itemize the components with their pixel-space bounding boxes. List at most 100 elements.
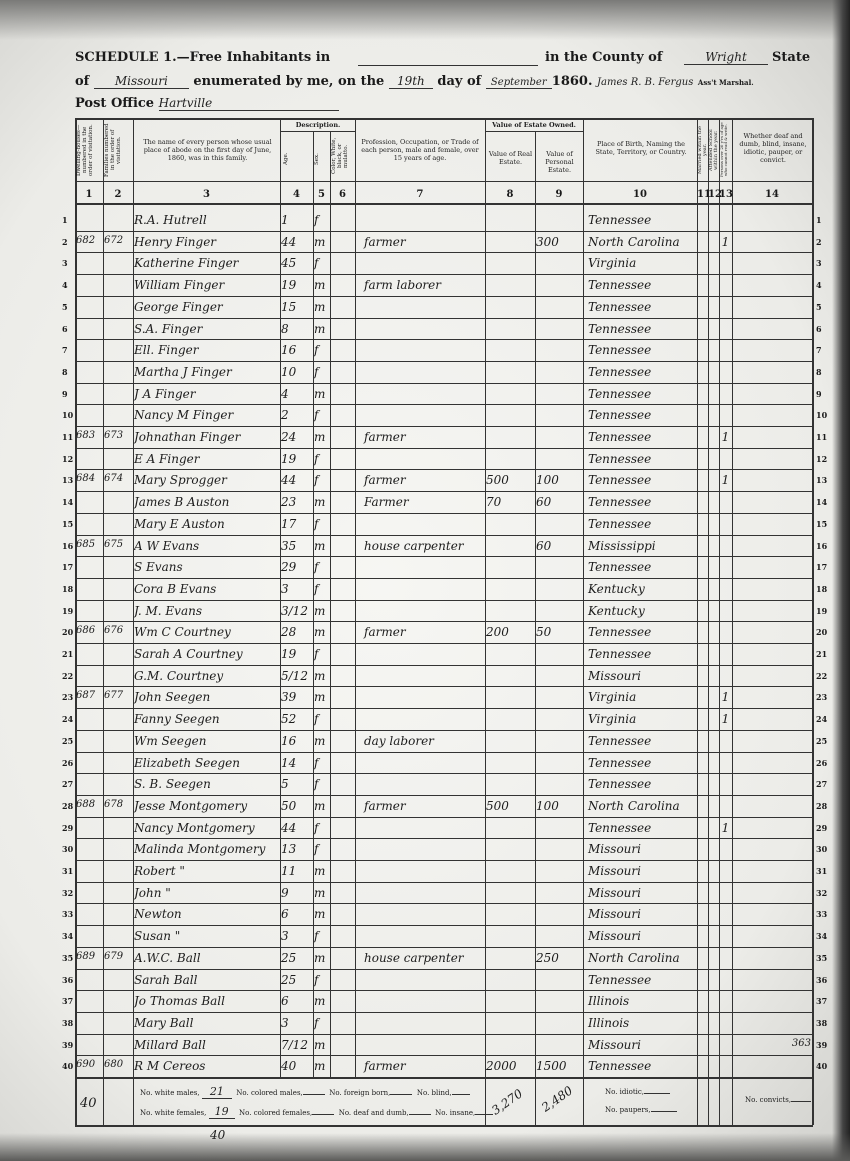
birthplace: Tennessee [588, 386, 652, 401]
person-name: Nancy M Finger [134, 408, 234, 423]
age: 28 [281, 625, 297, 640]
occupation: farmer [364, 625, 406, 640]
col-header-birthplace: Place of Birth, Naming the State, Territ… [595, 140, 687, 156]
age: 6 [281, 907, 289, 922]
birthplace: Tennessee [588, 560, 652, 575]
birthplace: Missouri [588, 668, 641, 683]
age: 52 [281, 712, 297, 727]
column-number: 8 [506, 189, 514, 200]
sex: f [314, 473, 319, 488]
family-number: 676 [104, 625, 124, 637]
age: 7/12 [281, 1037, 308, 1052]
sex: m [314, 668, 326, 683]
sex: f [314, 408, 319, 423]
place-blank-wrap [358, 50, 538, 70]
age: 35 [281, 538, 297, 553]
person-name: A W Evans [134, 538, 200, 553]
line-number-left: 18 [62, 583, 74, 594]
post-office-line: Post Office Hartville [75, 96, 339, 111]
line-number-left: 17 [62, 562, 74, 573]
sex: m [314, 299, 326, 314]
white-females-label: No. white females, [140, 1109, 207, 1117]
foreign-born-label: No. foreign born, [329, 1089, 391, 1097]
deaf-dumb-label: No. deaf and dumb, [338, 1109, 409, 1117]
family-number: 674 [104, 473, 124, 485]
blank [390, 1094, 413, 1095]
line-number-left: 37 [62, 996, 74, 1007]
col-header-real-estate: Value of Real Estate. [488, 150, 533, 166]
row-rule [75, 599, 813, 601]
col-header-description: Description. [295, 121, 341, 129]
age: 15 [281, 299, 297, 314]
line-number-right: 32 [816, 887, 828, 898]
row-rule [75, 794, 813, 796]
occupation: farmer [364, 473, 406, 488]
age: 3 [281, 929, 289, 944]
line-number-right: 38 [816, 1017, 828, 1028]
line-number-right: 10 [816, 410, 828, 421]
col-header-family: Families numbered in the order of visita… [104, 123, 122, 177]
birthplace: Virginia [588, 712, 637, 727]
occupation: Farmer [364, 495, 409, 510]
person-name: Jo Thomas Ball [134, 994, 225, 1009]
row-rule [75, 990, 813, 992]
blank [475, 1114, 494, 1115]
line-number-right: 13 [816, 475, 828, 486]
line-number-left: 40 [62, 1061, 74, 1072]
row-rule [75, 860, 813, 861]
person-name: Nancy Montgomery [134, 820, 255, 835]
col-header-age: Age. [283, 152, 289, 166]
day-value: 19th [388, 74, 433, 89]
person-name: S.A. Finger [134, 321, 203, 336]
paupers-field: No. paupers, [605, 1106, 677, 1114]
month-value: September [485, 77, 552, 89]
dwelling-number: 687 [76, 690, 96, 702]
line-number-right: 36 [816, 974, 828, 985]
person-name: Sarah A Courtney [134, 647, 243, 661]
person-name: J. M. Evans [134, 603, 203, 618]
birthplace: Tennessee [588, 755, 652, 770]
row-rule [75, 404, 813, 406]
row-rule [75, 968, 813, 970]
paupers-label: No. paupers, [605, 1106, 651, 1114]
line-number-left: 7 [62, 345, 68, 356]
idiotic-field: No. idiotic, [605, 1088, 671, 1096]
line-number-left: 6 [62, 323, 68, 334]
age: 2 [281, 408, 289, 423]
row-rule [75, 621, 813, 623]
person-name: George Finger [134, 299, 223, 314]
blind-label: No. blind, [416, 1089, 452, 1097]
age: 9 [281, 885, 289, 900]
personal-estate-value: 100 [536, 473, 559, 488]
birthplace: North Carolina [588, 798, 680, 813]
row-rule [75, 903, 813, 905]
numbers-rule [75, 203, 813, 205]
illiterate-mark: 1 [721, 473, 730, 488]
sex: f [314, 777, 319, 792]
personal-estate-value: 300 [536, 234, 559, 249]
birthplace: Illinois [588, 1015, 630, 1030]
line-number-right: 8 [816, 366, 822, 377]
sex: f [314, 820, 319, 835]
line-number-left: 22 [62, 670, 74, 681]
age: 3/12 [281, 603, 308, 618]
line-number-right: 5 [816, 301, 822, 312]
sex: m [314, 885, 326, 900]
sex: f [314, 755, 319, 770]
row-rule [75, 577, 813, 579]
birthplace: Tennessee [588, 408, 652, 423]
line-number-left: 15 [62, 518, 74, 529]
birthplace: Kentucky [588, 581, 645, 596]
blank [408, 1114, 431, 1115]
birthplace: Kentucky [588, 603, 645, 618]
blank [312, 1114, 335, 1115]
convicts-field: No. convicts, [745, 1096, 812, 1104]
line-number-left: 30 [62, 844, 74, 855]
age: 19 [281, 647, 297, 661]
row-rule [75, 946, 813, 948]
age: 39 [281, 690, 297, 705]
line-number-left: 12 [62, 453, 74, 464]
person-name: Ell. Finger [134, 343, 199, 358]
line-number-right: 24 [816, 714, 828, 725]
post-office-label: Post Office [75, 96, 155, 111]
